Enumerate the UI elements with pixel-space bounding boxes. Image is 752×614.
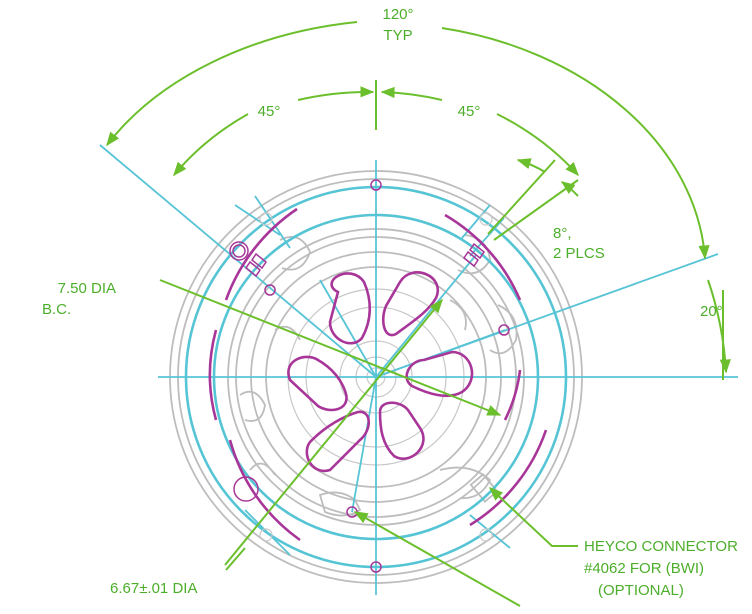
right-45-label: 45°	[458, 103, 481, 120]
heyco-optional-label: (OPTIONAL)	[598, 582, 684, 599]
heyco-connector-label: HEYCO CONNECTOR	[584, 538, 738, 555]
typ-word-label: TYP	[383, 27, 412, 44]
twenty-degree-label: 20°	[700, 303, 723, 320]
bolt-circle-word-label: B.C.	[42, 301, 71, 318]
two-places-label: 2 PLCS	[553, 245, 605, 262]
pilot-diameter-label: 6.67±.01 DIA	[110, 580, 197, 597]
bolt-circle-diameter-label: 7.50 DIA	[58, 280, 116, 297]
left-45-label: 45°	[258, 103, 281, 120]
heyco-part-label: #4062 FOR (BWI)	[584, 560, 704, 577]
typ-angle-label: 120°	[382, 6, 413, 23]
mounting-slots	[208, 179, 548, 573]
eight-degree-label: 8°,	[553, 225, 572, 242]
centerlines	[99, 144, 738, 595]
dimension-lines	[106, 21, 731, 607]
